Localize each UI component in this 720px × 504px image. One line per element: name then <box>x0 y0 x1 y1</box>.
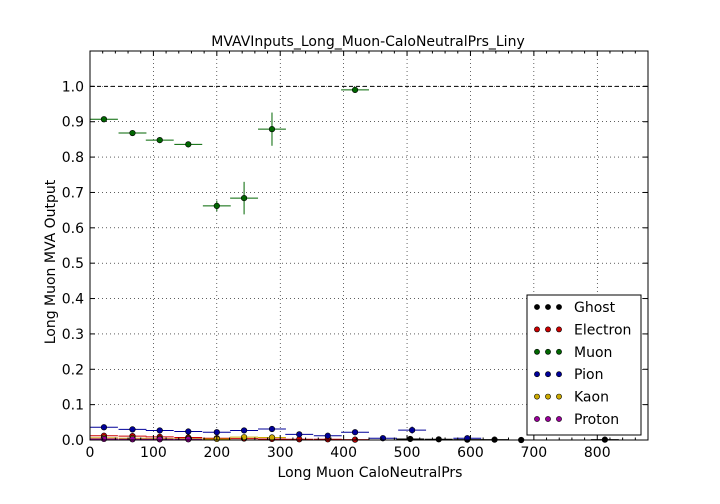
muon-point <box>213 202 220 209</box>
legend-marker-ghost <box>534 304 540 310</box>
y-tick-label: 0.1 <box>62 398 84 414</box>
legend-label-muon: Muon <box>574 345 612 361</box>
legend-marker-electron <box>556 326 562 333</box>
y-tick-label: 0.8 <box>62 150 84 166</box>
legend-marker-muon <box>545 348 551 355</box>
pion-point <box>213 429 220 436</box>
legend-marker-ghost <box>556 304 562 310</box>
pion-point <box>129 426 136 433</box>
proton-point <box>185 436 192 443</box>
x-axis-title: Long Muon CaloNeutralPrs <box>278 465 463 481</box>
legend-marker-electron <box>545 326 551 333</box>
pion-point <box>240 427 248 434</box>
legend-marker-proton <box>545 416 551 422</box>
legend-marker-pion <box>556 371 562 378</box>
pion-point <box>156 427 163 434</box>
muon-point <box>156 137 163 144</box>
legend-marker-proton <box>534 416 540 422</box>
x-tick-label: 100 <box>140 445 167 461</box>
muon-point <box>240 195 248 202</box>
muon-point <box>268 126 276 133</box>
legend-label-ghost: Ghost <box>574 300 616 316</box>
legend-box <box>526 294 642 436</box>
pion-point <box>296 431 303 438</box>
y-tick-label: 0.6 <box>62 221 84 237</box>
y-tick-label: 0.7 <box>62 185 84 201</box>
legend-marker-kaon <box>556 393 562 400</box>
muon-point <box>100 116 108 123</box>
y-tick-label: 1.0 <box>62 79 84 95</box>
pion-point <box>351 429 359 436</box>
muon-point <box>351 86 359 93</box>
x-tick-label: 0 <box>86 445 95 461</box>
y-tick-label: 0.5 <box>62 256 84 272</box>
ghost-point <box>407 435 414 443</box>
legend-marker-pion <box>545 371 551 378</box>
proton-point <box>100 435 108 443</box>
x-tick-label: 800 <box>584 445 611 461</box>
legend-marker-kaon <box>545 393 551 400</box>
ghost-point <box>435 436 442 443</box>
y-axis-title: Long Muon MVA Output <box>43 179 59 344</box>
y-tick-label: 0.3 <box>62 327 84 343</box>
muon-point <box>185 141 192 148</box>
x-tick-label: 600 <box>457 445 484 461</box>
legend-label-electron: Electron <box>574 322 631 338</box>
legend-label-kaon: Kaon <box>574 390 609 406</box>
series-muon <box>90 86 369 215</box>
pion-point <box>409 426 416 434</box>
legend-marker-muon <box>534 348 540 355</box>
legend-marker-muon <box>556 348 562 355</box>
pion-point <box>185 428 192 435</box>
pion-point <box>100 424 108 431</box>
proton-point <box>156 436 163 443</box>
y-tick-label: 0.0 <box>62 433 84 449</box>
x-tick-label: 400 <box>330 445 357 461</box>
proton-point <box>129 436 136 443</box>
legend-marker-ghost <box>545 304 551 310</box>
x-tick-label: 700 <box>520 445 547 461</box>
ticks: 0 100 200 300 400 500 600 700 800 0.0 0.1 0.2 0.3 0.4… <box>62 51 649 461</box>
muon-point <box>129 129 136 137</box>
legend-label-proton: Proton <box>574 412 619 428</box>
kaon-point <box>268 434 276 441</box>
y-tick-label: 0.2 <box>62 362 84 378</box>
legend-label-pion: Pion <box>574 367 603 383</box>
legend-marker-pion <box>534 371 540 378</box>
legend-marker-electron <box>534 326 540 333</box>
x-tick-label: 500 <box>394 445 421 461</box>
legend-marker-kaon <box>534 393 540 400</box>
x-tick-label: 300 <box>267 445 294 461</box>
legend-marker-proton <box>556 416 562 422</box>
pion-point <box>268 425 276 433</box>
x-tick-label: 200 <box>203 445 230 461</box>
series-pion <box>90 424 482 442</box>
y-tick-label: 0.4 <box>62 292 84 308</box>
y-tick-label: 0.9 <box>62 115 84 131</box>
legend: Ghost Electron Muon Pion Kaon Proton <box>526 294 642 436</box>
chart-title: MVAVInputs_Long_Muon-CaloNeutralPrs_Liny <box>211 34 524 50</box>
pion-point <box>324 432 331 439</box>
